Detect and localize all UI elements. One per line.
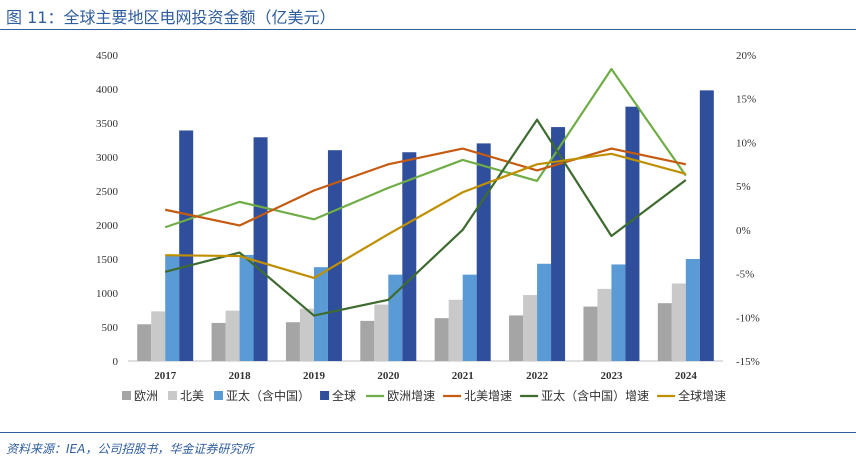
line-series-2 bbox=[164, 147, 687, 227]
title-divider bbox=[0, 29, 856, 30]
bar-4-2022 bbox=[551, 127, 566, 361]
bar-3-2024 bbox=[685, 259, 700, 361]
y-left-tick-label: 4000 bbox=[96, 84, 119, 96]
bar-4-2023 bbox=[625, 106, 640, 362]
bar-1-2021 bbox=[434, 318, 449, 361]
y-left-tick-label: 1000 bbox=[96, 288, 119, 300]
axis-layer: 0 500 1000 1500 2000 2500 3000 3500 4000 4500 -15%… bbox=[96, 50, 760, 382]
x-tick-label: 2024 bbox=[675, 370, 698, 382]
line-series-4 bbox=[165, 152, 687, 280]
y-left-tick-label: 1500 bbox=[96, 254, 119, 266]
bar-2-2023 bbox=[597, 288, 612, 361]
x-tick-label: 2019 bbox=[303, 370, 326, 382]
legend-label-bar-2: 北美 bbox=[180, 389, 204, 403]
bar-2-2017 bbox=[151, 311, 166, 361]
bar-4-2018 bbox=[253, 137, 268, 361]
bar-2-2024 bbox=[671, 283, 686, 361]
legend-swatch-bar-2 bbox=[168, 391, 178, 400]
bar-2-2019 bbox=[299, 308, 314, 361]
bar-4-2017 bbox=[179, 130, 194, 361]
legend-layer: 欧洲 北美 亚太（含中国） 全球 欧洲增速 北美增速 亚太（含中国）增速 全球增速 bbox=[122, 388, 726, 403]
legend-label-line-2: 北美增速 bbox=[464, 389, 512, 403]
x-tick-label: 2021 bbox=[452, 370, 474, 382]
y-left-tick-label: 0 bbox=[113, 356, 119, 368]
y-right-tick-label: 15% bbox=[736, 94, 756, 106]
bar-3-2022 bbox=[537, 263, 552, 361]
bar-2-2021 bbox=[448, 299, 463, 361]
bar-3-2018 bbox=[239, 254, 254, 361]
legend-swatch-bar-1 bbox=[122, 391, 131, 400]
legend-label-bar-4: 全球 bbox=[332, 388, 356, 403]
line-series-3 bbox=[164, 118, 687, 317]
bar-1-2023 bbox=[583, 306, 598, 361]
y-left-tick-label: 2500 bbox=[96, 186, 119, 198]
bar-1-2017 bbox=[137, 324, 152, 361]
y-right-tick-label: 10% bbox=[736, 137, 756, 149]
bar-4-2020 bbox=[402, 152, 417, 361]
source-divider bbox=[0, 432, 856, 433]
legend-label-line-3: 亚太（含中国）增速 bbox=[541, 388, 649, 403]
x-tick-label: 2018 bbox=[229, 370, 252, 382]
y-left-tick-label: 2000 bbox=[96, 220, 119, 232]
x-tick-label: 2022 bbox=[526, 370, 549, 382]
grid-investment-chart: 0 500 1000 1500 2000 2500 3000 3500 4000 4500 -15%… bbox=[96, 50, 760, 403]
line-layer bbox=[164, 67, 687, 317]
y-left-tick-label: 3000 bbox=[96, 152, 119, 164]
x-tick-label: 2023 bbox=[600, 370, 623, 382]
bar-4-2021 bbox=[476, 143, 491, 361]
y-right-tick-label: 20% bbox=[736, 50, 756, 62]
line-series-1 bbox=[164, 67, 687, 229]
x-tick-label: 2017 bbox=[154, 370, 177, 382]
y-left-tick-label: 500 bbox=[102, 322, 119, 334]
legend-label-line-4: 全球增速 bbox=[678, 388, 726, 403]
y-right-tick-label: -15% bbox=[736, 356, 760, 368]
y-right-tick-label: -5% bbox=[736, 269, 754, 281]
y-left-tick-label: 3500 bbox=[96, 118, 119, 130]
bar-3-2021 bbox=[462, 274, 477, 361]
bar-3-2017 bbox=[165, 255, 180, 361]
bar-4-2024 bbox=[699, 90, 714, 362]
bar-2-2020 bbox=[374, 304, 389, 361]
bar-1-2020 bbox=[360, 320, 375, 361]
bar-1-2018 bbox=[211, 322, 226, 361]
y-left-tick-label: 4500 bbox=[96, 50, 119, 62]
legend-label-line-1: 欧洲增速 bbox=[387, 389, 435, 403]
bar-3-2023 bbox=[611, 264, 626, 361]
y-right-tick-label: 5% bbox=[736, 181, 751, 193]
y-right-tick-label: 0% bbox=[736, 225, 751, 237]
figure-title: 图 11：全球主要地区电网投资金额（亿美元） bbox=[6, 8, 336, 27]
title-bar: 图 11：全球主要地区电网投资金额（亿美元） bbox=[0, 0, 856, 30]
bar-layer bbox=[137, 90, 714, 362]
bar-1-2019 bbox=[285, 322, 300, 361]
source-note: 资料来源：IEA，公司招股书，华金证券研究所 bbox=[6, 442, 254, 456]
bar-1-2022 bbox=[509, 315, 524, 361]
bar-4-2019 bbox=[327, 150, 342, 361]
bar-1-2024 bbox=[657, 303, 672, 361]
bar-2-2022 bbox=[523, 295, 538, 361]
bar-2-2018 bbox=[225, 310, 240, 361]
legend-swatch-bar-3 bbox=[214, 391, 224, 400]
legend-label-bar-1: 欧洲 bbox=[134, 389, 158, 403]
x-tick-label: 2020 bbox=[377, 370, 400, 382]
y-right-tick-label: -10% bbox=[736, 312, 760, 324]
legend-label-bar-3: 亚太（含中国） bbox=[226, 388, 310, 403]
legend-swatch-bar-4 bbox=[320, 391, 330, 400]
